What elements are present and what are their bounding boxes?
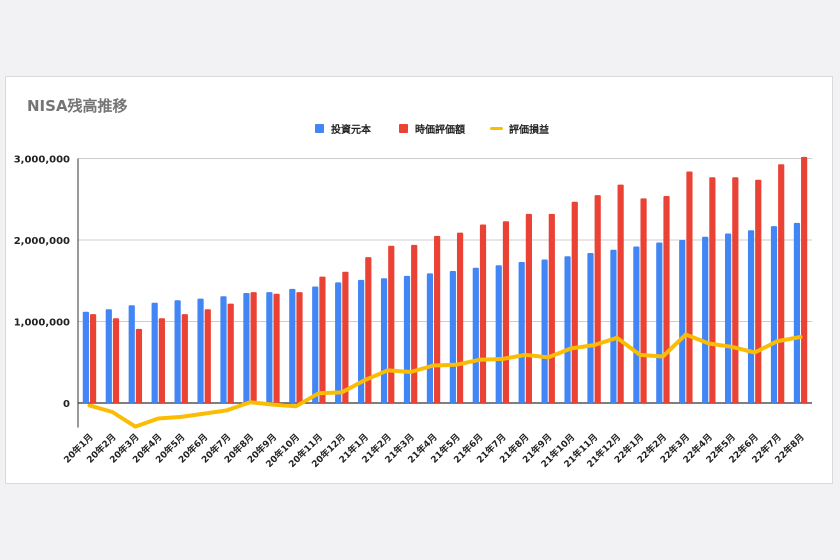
bar-principal xyxy=(495,265,502,403)
bar-principal xyxy=(105,309,112,403)
chart-title: NISA残高推移 xyxy=(27,97,128,115)
bar-principal xyxy=(266,292,273,403)
bar-market-value xyxy=(755,179,762,403)
bar-principal xyxy=(403,275,411,403)
gridlines xyxy=(77,158,812,428)
legend-label: 投資元本 xyxy=(331,123,372,136)
bar-principal xyxy=(128,305,135,403)
bar-principal xyxy=(243,292,250,403)
bar-market-value xyxy=(434,235,441,403)
bar-market-value xyxy=(342,271,349,403)
bar-principal xyxy=(679,240,686,403)
legend-label: 時価評価額 xyxy=(415,123,465,136)
y-tick-label: 3,000,000 xyxy=(14,155,70,166)
bar-principal xyxy=(747,230,755,403)
bar-principal xyxy=(449,270,456,403)
bar-market-value xyxy=(250,292,257,403)
bar-principal xyxy=(197,298,204,403)
bar-principal xyxy=(151,302,158,403)
bar-principal xyxy=(725,233,732,403)
bar-market-value xyxy=(181,314,188,403)
chart-svg: NISA残高推移 投資元本 時価評価額 評価損益 0 1,000,000 2,000,0… xyxy=(14,97,812,470)
bar-market-value xyxy=(227,303,234,403)
bar-principal xyxy=(610,249,617,403)
bar-principal xyxy=(335,282,342,403)
bar-market-value xyxy=(663,195,670,403)
bar-market-value xyxy=(548,213,555,403)
y-axis-ticks: 0 1,000,000 2,000,000 3,000,000 xyxy=(14,155,70,411)
bar-market-value xyxy=(204,309,211,403)
bar-principal xyxy=(174,300,181,403)
bar-principal xyxy=(518,262,525,403)
bar-principal xyxy=(541,259,548,403)
bar-market-value xyxy=(89,314,97,403)
line-group xyxy=(87,332,803,429)
bar-market-value xyxy=(686,171,693,403)
bar-market-value xyxy=(135,328,143,403)
bar-principal xyxy=(358,279,365,403)
bar-market-value xyxy=(411,244,418,403)
legend-label: 評価損益 xyxy=(509,123,549,136)
y-tick-label: 2,000,000 xyxy=(14,236,70,247)
bar-market-value xyxy=(709,177,716,403)
bar-principal xyxy=(564,256,571,403)
bar-market-value xyxy=(388,245,395,403)
bar-market-value xyxy=(801,156,808,403)
bar-market-value xyxy=(456,232,464,403)
bar-market-value xyxy=(365,257,372,403)
bar-market-value xyxy=(571,201,578,403)
line-profit-loss xyxy=(87,332,803,429)
bar-principal xyxy=(82,311,89,403)
legend-swatch xyxy=(399,124,408,133)
bar-principal xyxy=(220,296,227,403)
bar-principal xyxy=(312,286,319,403)
bar-principal xyxy=(770,226,778,403)
bar-market-value xyxy=(158,318,165,403)
bar-principal xyxy=(633,246,640,403)
bar-principal xyxy=(702,236,709,403)
bar-market-value xyxy=(525,213,532,403)
bar-principal xyxy=(426,273,434,403)
legend-swatch xyxy=(315,124,324,133)
chart-legend: 投資元本 時価評価額 評価損益 xyxy=(315,123,549,136)
y-tick-label: 0 xyxy=(63,399,70,410)
bar-market-value xyxy=(112,318,120,403)
x-axis-ticks: 20年1月20年2月20年3月20年4月20年5月20年6月20年7月20年8月… xyxy=(61,431,807,470)
bar-market-value xyxy=(479,224,487,403)
bar-market-value xyxy=(594,195,601,403)
bar-market-value xyxy=(640,198,647,403)
bar-market-value xyxy=(778,164,785,403)
bar-market-value xyxy=(732,177,739,403)
bar-market-value xyxy=(319,276,326,403)
bar-market-value xyxy=(273,293,280,403)
chart-card: NISA残高推移 投資元本 時価評価額 評価損益 0 1,000,000 2,000,0… xyxy=(5,76,833,484)
bar-market-value xyxy=(296,292,303,403)
bar-market-value xyxy=(502,221,510,403)
bar-market-value xyxy=(617,184,624,403)
legend-swatch xyxy=(490,127,503,130)
bars-group xyxy=(82,156,808,403)
bar-principal xyxy=(793,222,801,403)
bar-principal xyxy=(587,253,594,403)
bar-principal xyxy=(656,242,663,403)
y-tick-label: 1,000,000 xyxy=(14,318,70,329)
bar-principal xyxy=(289,288,296,403)
bar-principal xyxy=(472,267,479,403)
bar-principal xyxy=(380,278,388,403)
